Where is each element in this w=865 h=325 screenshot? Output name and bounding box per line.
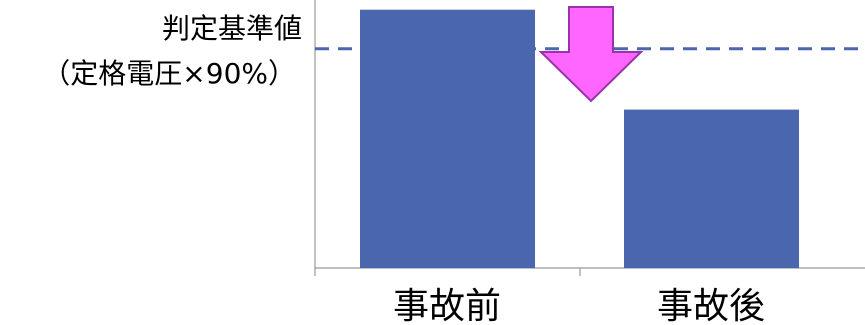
bar-before-accident	[360, 9, 535, 268]
bar-after-accident	[624, 109, 799, 268]
x-axis	[314, 267, 865, 276]
bars-group	[360, 9, 799, 268]
threshold-label-line1: 判定基準値	[162, 12, 302, 45]
x-tick-label-before: 事故前	[393, 286, 501, 325]
threshold-label-line2: （定格電圧×90%）	[42, 57, 296, 90]
x-tick-label-after: 事故後	[657, 286, 765, 325]
decrease-arrow-icon	[538, 6, 644, 103]
